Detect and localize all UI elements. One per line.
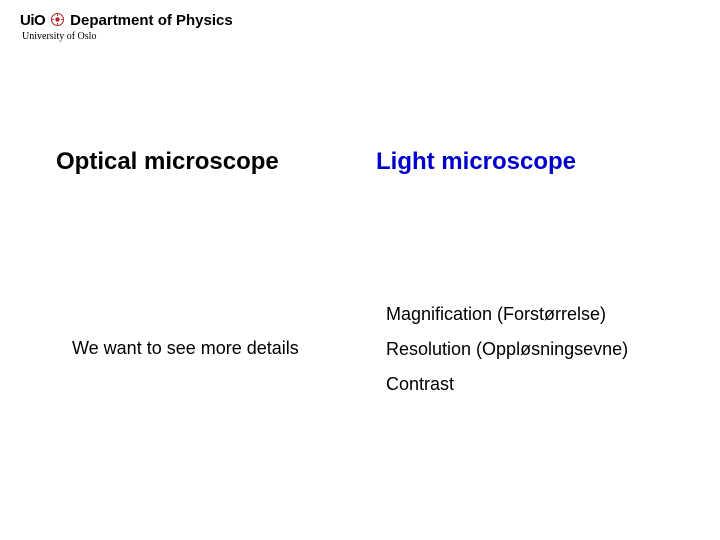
- university-name: University of Oslo: [22, 31, 233, 42]
- logo-mark: UiO: [20, 12, 45, 29]
- title-left: Optical microscope: [56, 148, 279, 176]
- title-right: Light microscope: [376, 148, 576, 176]
- department-name: Department of Physics: [70, 12, 233, 29]
- lower-left-text: We want to see more details: [72, 338, 299, 359]
- logo-top-line: UiO Department of Physics: [20, 12, 233, 29]
- seal-icon: [51, 13, 64, 26]
- list-item: Magnification (Forstørrelse): [386, 304, 628, 325]
- list-item: Contrast: [386, 374, 628, 395]
- lower-right-list: Magnification (Forstørrelse) Resolution …: [386, 304, 628, 409]
- institution-header: UiO Department of Physics University of …: [20, 12, 233, 42]
- logo-block: UiO Department of Physics University of …: [20, 12, 233, 42]
- list-item: Resolution (Oppløsningsevne): [386, 339, 628, 360]
